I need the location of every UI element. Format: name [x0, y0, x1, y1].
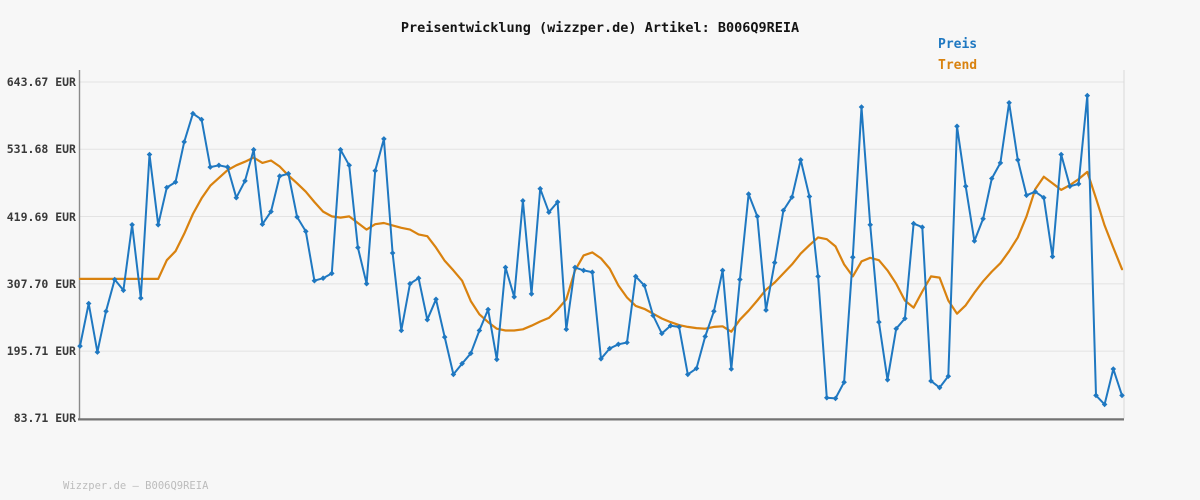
y-tick-label: 307.70 EUR	[6, 276, 76, 291]
chart-title: Preisentwicklung (wizzper.de) Artikel: B…	[400, 20, 800, 36]
legend-item-preis: Preis	[938, 37, 978, 52]
gridlines	[80, 81, 1124, 352]
y-tick-label: 419.69 EUR	[6, 209, 76, 224]
legend-item-trend: Trend	[938, 58, 978, 73]
legend: Preis Trend	[938, 34, 977, 76]
y-tick-label: 531.68 EUR	[6, 142, 76, 157]
y-tick-label: 83.71 EUR	[13, 411, 76, 426]
y-tick-label: 195.71 EUR	[6, 344, 76, 359]
y-tick-label: 643.67 EUR	[6, 75, 76, 89]
axes	[78, 70, 1125, 421]
preis-markers	[77, 92, 1125, 408]
preis-line	[77, 92, 1125, 408]
watermark-text: Wizzper.de — B006Q9REIA	[63, 480, 209, 492]
